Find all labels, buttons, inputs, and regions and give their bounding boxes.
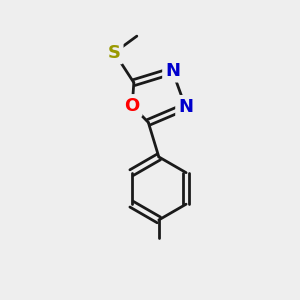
Text: O: O (124, 97, 140, 115)
Text: S: S (108, 44, 121, 62)
Text: N: N (165, 62, 180, 80)
Text: N: N (178, 98, 193, 116)
